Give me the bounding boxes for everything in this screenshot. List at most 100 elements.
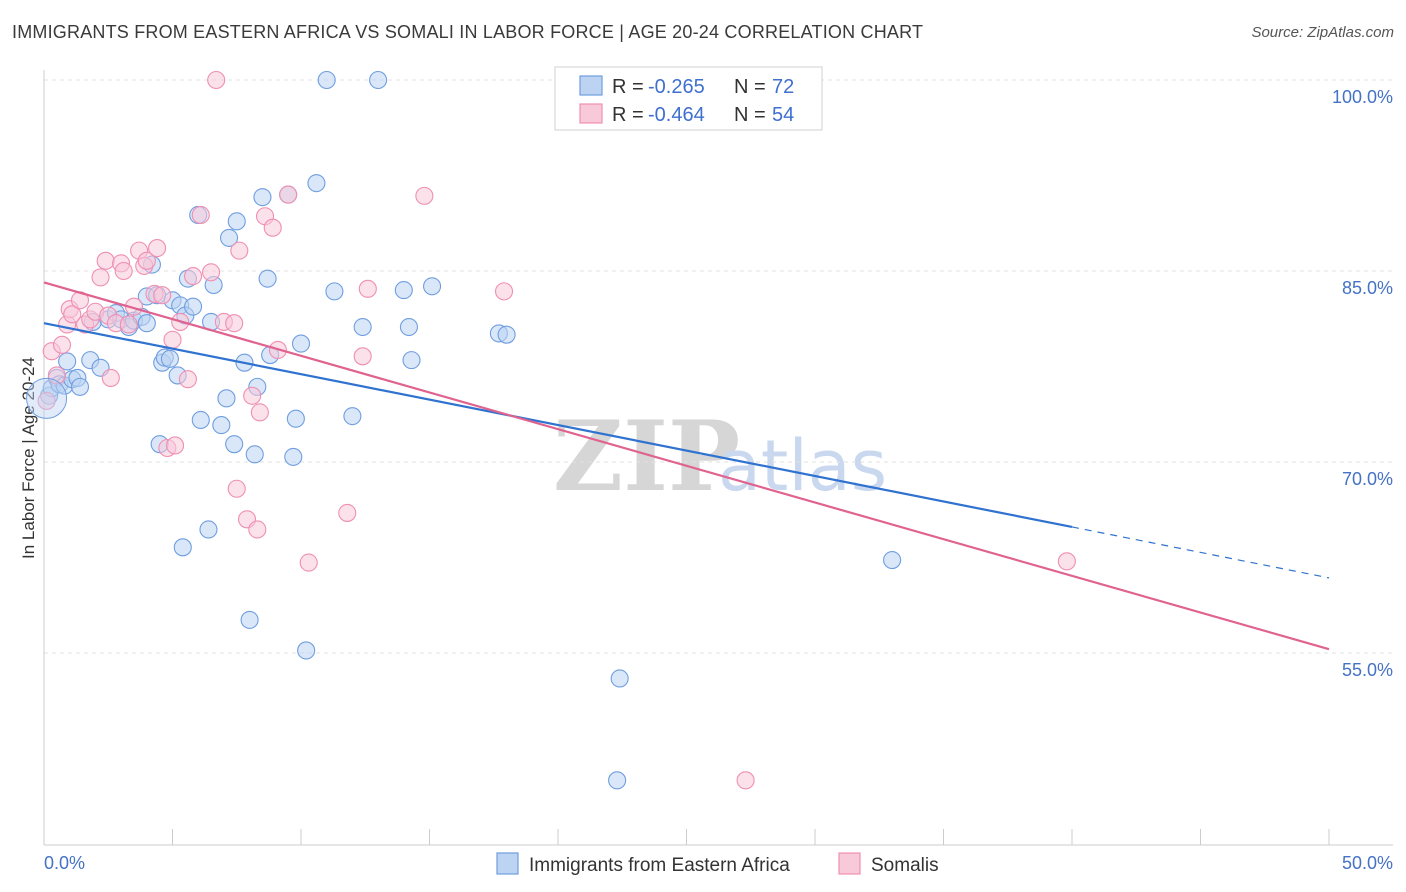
point-s1-46 — [279, 185, 298, 204]
trend-line-0 — [43, 322, 1073, 529]
point-s1-51 — [415, 186, 434, 205]
point-s0-52 — [286, 409, 305, 428]
point-s1-32 — [191, 205, 210, 225]
point-s0-45 — [245, 445, 264, 464]
legend-n-label-2: N = — [734, 104, 766, 126]
y-tick-label-70: 70.0% — [1342, 469, 1393, 489]
point-s0-68 — [608, 771, 627, 790]
point-s1-18 — [119, 315, 138, 334]
y-axis-tick-labels: 100.0% 85.0% 70.0% 55.0% — [1332, 87, 1393, 680]
point-s0-39 — [217, 389, 236, 408]
point-s1-11 — [91, 268, 110, 287]
legend-n-value-2: 54 — [772, 104, 794, 126]
point-s0-66 — [497, 325, 516, 344]
trend-lines — [43, 281, 1330, 651]
point-s0-35 — [199, 520, 218, 539]
point-s1-33 — [202, 263, 221, 282]
y-axis-title: In Labor Force | Age 20-24 — [19, 357, 38, 559]
point-s0-8 — [70, 377, 90, 396]
chart-source: Source: ZipAtlas.com — [1251, 24, 1394, 41]
point-s0-44 — [240, 610, 259, 629]
legend-r-value-2: -0.464 — [648, 104, 705, 126]
point-s0-29 — [173, 538, 192, 557]
data-points — [26, 70, 1076, 790]
y-tick-label-100: 100.0% — [1332, 87, 1393, 107]
point-s1-24 — [148, 239, 167, 258]
point-s0-47 — [253, 188, 272, 207]
legend-box: R = -0.265 N = 72 R = -0.464 N = 54 — [554, 66, 823, 131]
point-s0-41 — [225, 435, 244, 454]
point-s1-47 — [299, 553, 318, 572]
point-s1-3 — [52, 335, 72, 354]
y-tick-label-85: 85.0% — [1342, 278, 1393, 298]
point-s0-69 — [883, 550, 902, 570]
point-s1-53 — [736, 771, 755, 790]
y-tick-label-55: 55.0% — [1342, 660, 1393, 680]
series-1-points — [37, 70, 1076, 790]
point-s0-18 — [137, 314, 156, 333]
point-s1-14 — [101, 368, 120, 388]
point-s1-17 — [114, 261, 133, 281]
bottom-legend-swatch-eastern-africa — [496, 852, 519, 875]
chart-title: IMMIGRANTS FROM EASTERN AFRICA VS SOMALI… — [12, 22, 924, 42]
x-tick-label-max: 50.0% — [1342, 853, 1393, 873]
trend-line-0-extension — [1071, 526, 1330, 579]
point-s0-25 — [160, 349, 179, 368]
point-s1-48 — [338, 503, 357, 522]
legend-n-label-1: N = — [734, 76, 766, 98]
point-s1-22 — [137, 251, 156, 270]
point-s0-61 — [394, 281, 413, 300]
point-s0-55 — [307, 174, 326, 193]
point-s0-62 — [399, 317, 418, 337]
point-s0-60 — [369, 70, 388, 90]
x-axis-ticks — [43, 829, 1330, 845]
point-s1-50 — [358, 279, 377, 298]
point-s0-34 — [191, 410, 210, 430]
point-s1-28 — [166, 436, 185, 455]
point-s1-12 — [96, 251, 115, 270]
point-s1-38 — [230, 241, 249, 260]
point-s1-49 — [353, 347, 372, 366]
point-s0-5 — [58, 352, 77, 371]
watermark-zip: ZIP — [553, 400, 740, 513]
point-cluster-origin — [26, 377, 68, 419]
point-s0-58 — [343, 407, 362, 426]
point-s1-27 — [163, 330, 182, 349]
bottom-legend: Immigrants from Eastern Africa Somalis — [496, 852, 939, 876]
point-s1-41 — [248, 520, 267, 539]
point-s1-25 — [153, 286, 172, 305]
legend-n-value-1: 72 — [772, 76, 794, 98]
bottom-legend-label-somalis: Somalis — [871, 855, 939, 876]
point-s1-40 — [243, 386, 262, 405]
point-s1-34 — [207, 70, 226, 90]
point-s0-32 — [184, 297, 203, 316]
legend-swatch-eastern-africa — [579, 75, 603, 96]
point-s1-6 — [63, 305, 82, 324]
point-s0-64 — [423, 277, 442, 296]
point-s1-30 — [178, 370, 197, 389]
point-s1-44 — [263, 218, 282, 237]
point-s1-42 — [250, 403, 269, 422]
point-s0-40 — [219, 228, 239, 247]
point-s0-53 — [291, 334, 311, 353]
point-s0-56 — [317, 70, 336, 90]
legend-swatch-somalis — [579, 103, 603, 124]
x-tick-label-min: 0.0% — [44, 853, 85, 873]
point-s0-51 — [284, 447, 303, 466]
point-s1-31 — [184, 267, 203, 286]
point-s0-67 — [610, 669, 629, 688]
point-s0-59 — [353, 317, 372, 337]
point-s1-36 — [225, 314, 244, 333]
point-s1-54 — [1057, 552, 1076, 571]
watermark-atlas: atlas — [718, 425, 887, 507]
point-s0-42 — [227, 212, 246, 231]
point-s0-48 — [258, 269, 277, 288]
bottom-legend-swatch-somalis — [838, 852, 861, 875]
point-s1-0 — [37, 391, 56, 410]
point-s1-37 — [227, 479, 246, 498]
legend-r-value-1: -0.265 — [648, 76, 705, 98]
legend-r-label-1: R = — [612, 76, 644, 98]
point-s0-63 — [402, 351, 421, 370]
trend-line-1 — [43, 281, 1330, 651]
